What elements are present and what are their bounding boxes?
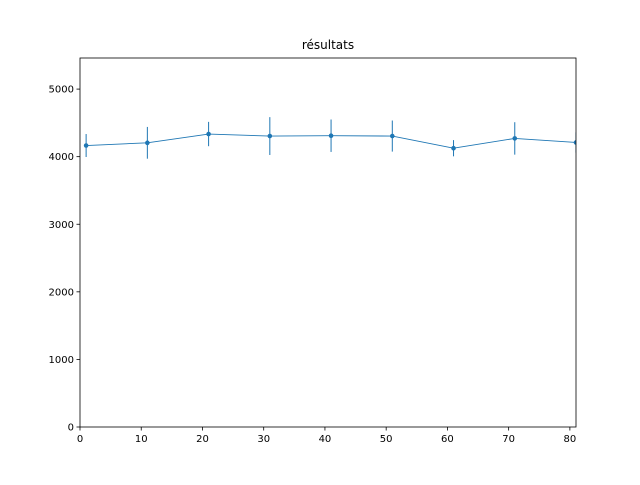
data-point — [573, 140, 576, 145]
y-tick-label: 3000 — [49, 220, 74, 231]
axes-frame — [79, 57, 577, 428]
y-tick-label: 1000 — [49, 355, 74, 366]
data-point — [451, 145, 456, 151]
y-tick-label: 4000 — [49, 152, 74, 163]
y-tick-label: 2000 — [49, 287, 74, 298]
x-tick-label: 10 — [135, 434, 148, 445]
data-point — [512, 136, 518, 141]
data-point — [389, 133, 395, 139]
data-point — [83, 143, 89, 148]
x-tick-label: 0 — [77, 434, 83, 445]
x-tick-label: 20 — [196, 434, 209, 445]
data-point — [267, 133, 273, 139]
data-point — [145, 140, 150, 146]
x-tick-label: 70 — [502, 434, 515, 445]
data-point — [206, 131, 211, 137]
y-tick-label: 5000 — [49, 85, 74, 96]
plot-area — [83, 117, 576, 159]
x-tick-label: 50 — [380, 434, 393, 445]
x-tick-label: 30 — [257, 434, 270, 445]
y-tick-label: 0 — [68, 423, 74, 434]
data-marks — [83, 117, 576, 159]
axes: 0 10 20 30 40 50 60 70 80 0 1000 2000 3000 4000 5000 — [49, 57, 577, 445]
x-tick-label: 40 — [319, 434, 332, 445]
chart-title: résultats — [302, 38, 354, 52]
x-tick-label: 60 — [441, 434, 454, 445]
x-tick-label: 80 — [564, 434, 577, 445]
data-point — [328, 133, 334, 139]
